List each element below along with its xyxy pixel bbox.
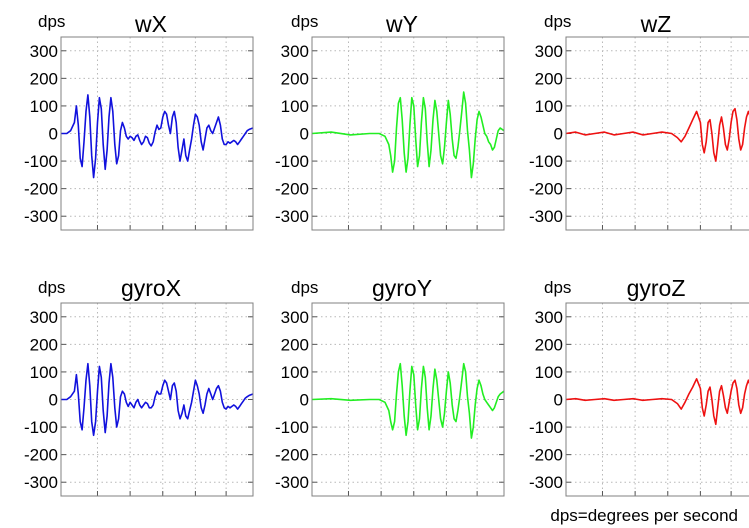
- panel-title: wY: [385, 11, 418, 37]
- y-axis-label: dps: [291, 12, 318, 31]
- panel-title: wX: [134, 11, 167, 37]
- series-line-gyroZ: [565, 378, 749, 426]
- panel-gyroZ: 300 200 100 0 -100 -200 -300 gyroZ dps: [529, 275, 749, 497]
- y-tick-label: 100: [281, 97, 309, 116]
- panel-wY: 300 200 100 0 -100 -200 -300 wY dps: [275, 11, 505, 231]
- y-tick-label: 200: [30, 69, 58, 88]
- panel-title: gyroY: [372, 275, 432, 301]
- y-tick-label: 0: [554, 125, 563, 144]
- axes-frame: [565, 36, 749, 231]
- series-line-wX: [61, 94, 254, 179]
- axes-frame: [565, 302, 749, 497]
- panel-title: wZ: [640, 11, 672, 37]
- y-tick-label: -100: [275, 418, 309, 437]
- y-tick-label: 300: [30, 308, 58, 327]
- series-line-wZ: [565, 107, 749, 162]
- y-tick-label: -200: [275, 446, 309, 465]
- y-tick-label: 200: [281, 335, 309, 354]
- y-axis-label: dps: [291, 278, 318, 297]
- y-tick-label: -200: [275, 180, 309, 199]
- y-tick-label: -100: [24, 418, 58, 437]
- y-tick-label: 200: [281, 69, 309, 88]
- axes-frame: [311, 36, 505, 231]
- y-tick-label: 100: [535, 97, 563, 116]
- axes-frame: [311, 302, 505, 497]
- axes-frame: [60, 302, 254, 497]
- y-tick-label: -100: [275, 152, 309, 171]
- panel-gyroY: 300 200 100 0 -100 -200 -300 gyroY dps: [275, 275, 505, 497]
- y-tick-label: 200: [535, 335, 563, 354]
- y-tick-label: 200: [535, 69, 563, 88]
- series-line-wY: [311, 91, 505, 179]
- footnote: dps=degrees per second: [550, 506, 738, 525]
- y-tick-label: -300: [529, 207, 563, 226]
- axes-frame: [60, 36, 254, 231]
- y-tick-label: 300: [281, 308, 309, 327]
- panel-gyroX: 300 200 100 0 -100 -200 -300 gyroX dps: [24, 275, 254, 497]
- y-tick-label: 300: [30, 42, 58, 61]
- y-tick-label: 200: [30, 335, 58, 354]
- y-axis-label: dps: [38, 12, 65, 31]
- y-tick-label: -300: [275, 207, 309, 226]
- y-tick-label: -300: [529, 473, 563, 492]
- panel-wX: 300 200 100 0 -100 -200 -300 wX dps: [24, 11, 254, 231]
- y-tick-label: 300: [535, 42, 563, 61]
- panels-group: 300 200 100 0 -100 -200 -300 wX dps 300 200 100 0 -10…: [24, 11, 749, 497]
- y-tick-label: 0: [49, 391, 58, 410]
- y-axis-label: dps: [544, 278, 571, 297]
- y-tick-label: 100: [281, 363, 309, 382]
- y-tick-label: -300: [24, 473, 58, 492]
- panel-title: gyroZ: [627, 275, 686, 301]
- y-tick-label: 100: [535, 363, 563, 382]
- y-tick-label: -200: [529, 446, 563, 465]
- y-tick-label: 0: [300, 125, 309, 144]
- series-line-gyroY: [311, 362, 505, 439]
- series-line-gyroX: [61, 362, 254, 437]
- y-tick-label: 0: [300, 391, 309, 410]
- y-tick-label: -200: [529, 180, 563, 199]
- y-tick-label: 0: [49, 125, 58, 144]
- y-tick-label: 0: [554, 391, 563, 410]
- y-tick-label: -300: [24, 207, 58, 226]
- y-tick-label: 300: [535, 308, 563, 327]
- y-tick-label: -300: [275, 473, 309, 492]
- y-tick-label: -100: [529, 152, 563, 171]
- y-tick-label: 300: [281, 42, 309, 61]
- y-tick-label: 100: [30, 363, 58, 382]
- y-axis-label: dps: [544, 12, 571, 31]
- y-tick-label: -100: [24, 152, 58, 171]
- y-axis-label: dps: [38, 278, 65, 297]
- y-tick-label: -100: [529, 418, 563, 437]
- y-tick-label: 100: [30, 97, 58, 116]
- panel-title: gyroX: [121, 275, 181, 301]
- y-tick-label: -200: [24, 180, 58, 199]
- y-tick-label: -200: [24, 446, 58, 465]
- panel-wZ: 300 200 100 0 -100 -200 -300 wZ dps: [529, 11, 749, 231]
